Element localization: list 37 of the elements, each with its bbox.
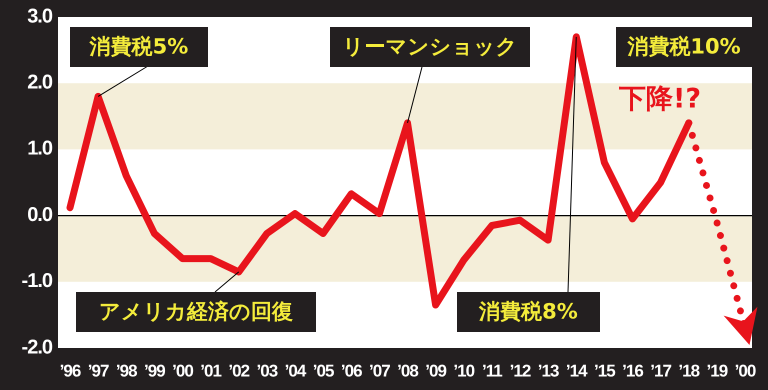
x-tick-label: ’09	[425, 361, 446, 380]
x-tick-label: ’04	[284, 361, 307, 380]
x-tick-label: ’18	[678, 361, 700, 380]
annotation: アメリカ経済の回復	[99, 300, 293, 324]
x-tick-label: ’15	[594, 361, 616, 380]
x-tick-label: ’00	[734, 361, 756, 380]
annotation: 下降!?	[618, 83, 701, 114]
x-tick-label: ’01	[200, 361, 222, 380]
x-tick-label: ’10	[453, 361, 475, 380]
annotation: 消費税5%	[88, 34, 188, 59]
x-tick-label: ’02	[228, 361, 250, 380]
x-tick-label: ’19	[706, 361, 728, 380]
y-tick-label: -1.0	[22, 270, 53, 292]
x-tick-label: ’97	[88, 361, 109, 380]
x-tick-label: ’00	[172, 361, 194, 380]
y-tick-label: 0.0	[27, 204, 53, 226]
y-tick-label: 3.0	[27, 5, 53, 28]
x-tick-label: ’07	[369, 361, 390, 380]
x-tick-label: ’98	[116, 361, 138, 380]
x-tick-label: ’17	[650, 361, 672, 380]
y-tick-label: 2.0	[27, 71, 53, 94]
x-tick-label: ’12	[510, 361, 531, 380]
x-tick-label: ’05	[312, 361, 334, 380]
x-tick-label: ’06	[340, 361, 362, 380]
x-tick-label: ’96	[60, 361, 81, 380]
annotation: リーマンショック	[342, 34, 518, 59]
annotation: 消費税10%	[626, 34, 741, 59]
x-tick-label: ’99	[144, 361, 166, 380]
x-tick-label: ’14	[566, 361, 588, 380]
x-tick-label: ’13	[538, 361, 559, 380]
x-tick-label: ’08	[397, 361, 418, 380]
y-tick-label: -2.0	[22, 336, 53, 358]
x-tick-label: ’11	[482, 361, 502, 380]
x-tick-label: ’16	[622, 361, 644, 380]
annotation: 消費税8%	[478, 300, 578, 324]
y-tick-label: 1.0	[27, 138, 53, 160]
x-tick-label: ’03	[256, 361, 278, 380]
